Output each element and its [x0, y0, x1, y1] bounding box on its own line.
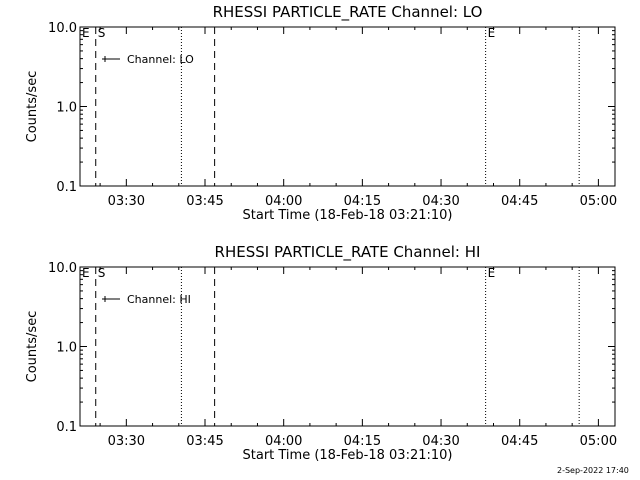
panel1-ytick-label: 1.0 — [56, 101, 77, 116]
panel1-axes-frame — [79, 26, 616, 187]
panel1-xtick-label: 04:45 — [501, 194, 538, 209]
panel2-title: RHESSI PARTICLE_RATE Channel: HI — [215, 243, 481, 262]
panel2-legend-label: Channel: HI — [127, 293, 191, 306]
panel1-ytick-label: 0.1 — [56, 180, 77, 195]
footer-timestamp: 2-Sep-2022 17:40 — [557, 466, 629, 475]
panel1-xtick-label: 04:15 — [344, 194, 381, 209]
panel2-ytick-label: 10.0 — [48, 261, 77, 276]
panel1-title: RHESSI PARTICLE_RATE Channel: LO — [213, 3, 483, 22]
panel2-yaxis-label: Counts/sec — [25, 311, 40, 383]
panel1-marker-label: E — [82, 26, 90, 40]
panel2-marker-label: S — [98, 266, 106, 280]
panel1-ytick-label: 10.0 — [48, 21, 77, 36]
panel1-xtick-label: 05:00 — [580, 194, 617, 209]
panel2-xtick-label: 04:45 — [501, 434, 538, 449]
panel2-marker-label: E — [82, 266, 90, 280]
panel1-xtick-label: 03:45 — [186, 194, 223, 209]
panel2-ytick-label: 0.1 — [56, 420, 77, 435]
panel1-xtick-label: 04:30 — [422, 194, 459, 209]
panel1-xtick-label: 04:00 — [265, 194, 302, 209]
panel1-legend-label: Channel: LO — [127, 53, 194, 66]
panel1-xtick-label: 03:30 — [108, 194, 145, 209]
panel2-xtick-label: 03:45 — [186, 434, 223, 449]
panel2-xtick-label: 04:00 — [265, 434, 302, 449]
panel2-axes-frame — [79, 266, 616, 427]
panel2-xtick-label: 04:30 — [422, 434, 459, 449]
panel2-ytick-label: 1.0 — [56, 341, 77, 356]
panel1-yaxis-label: Counts/sec — [25, 71, 40, 143]
panel1-marker-label: S — [98, 26, 106, 40]
panel2-xtick-label: 04:15 — [344, 434, 381, 449]
panel1-xaxis-label: Start Time (18-Feb-18 03:21:10) — [243, 208, 453, 223]
panel2-xaxis-label: Start Time (18-Feb-18 03:21:10) — [243, 448, 453, 463]
panel2-xtick-label: 05:00 — [580, 434, 617, 449]
panel1-marker-label: E — [488, 26, 496, 40]
panel2-marker-label: E — [488, 266, 496, 280]
panel2-xtick-label: 03:30 — [108, 434, 145, 449]
